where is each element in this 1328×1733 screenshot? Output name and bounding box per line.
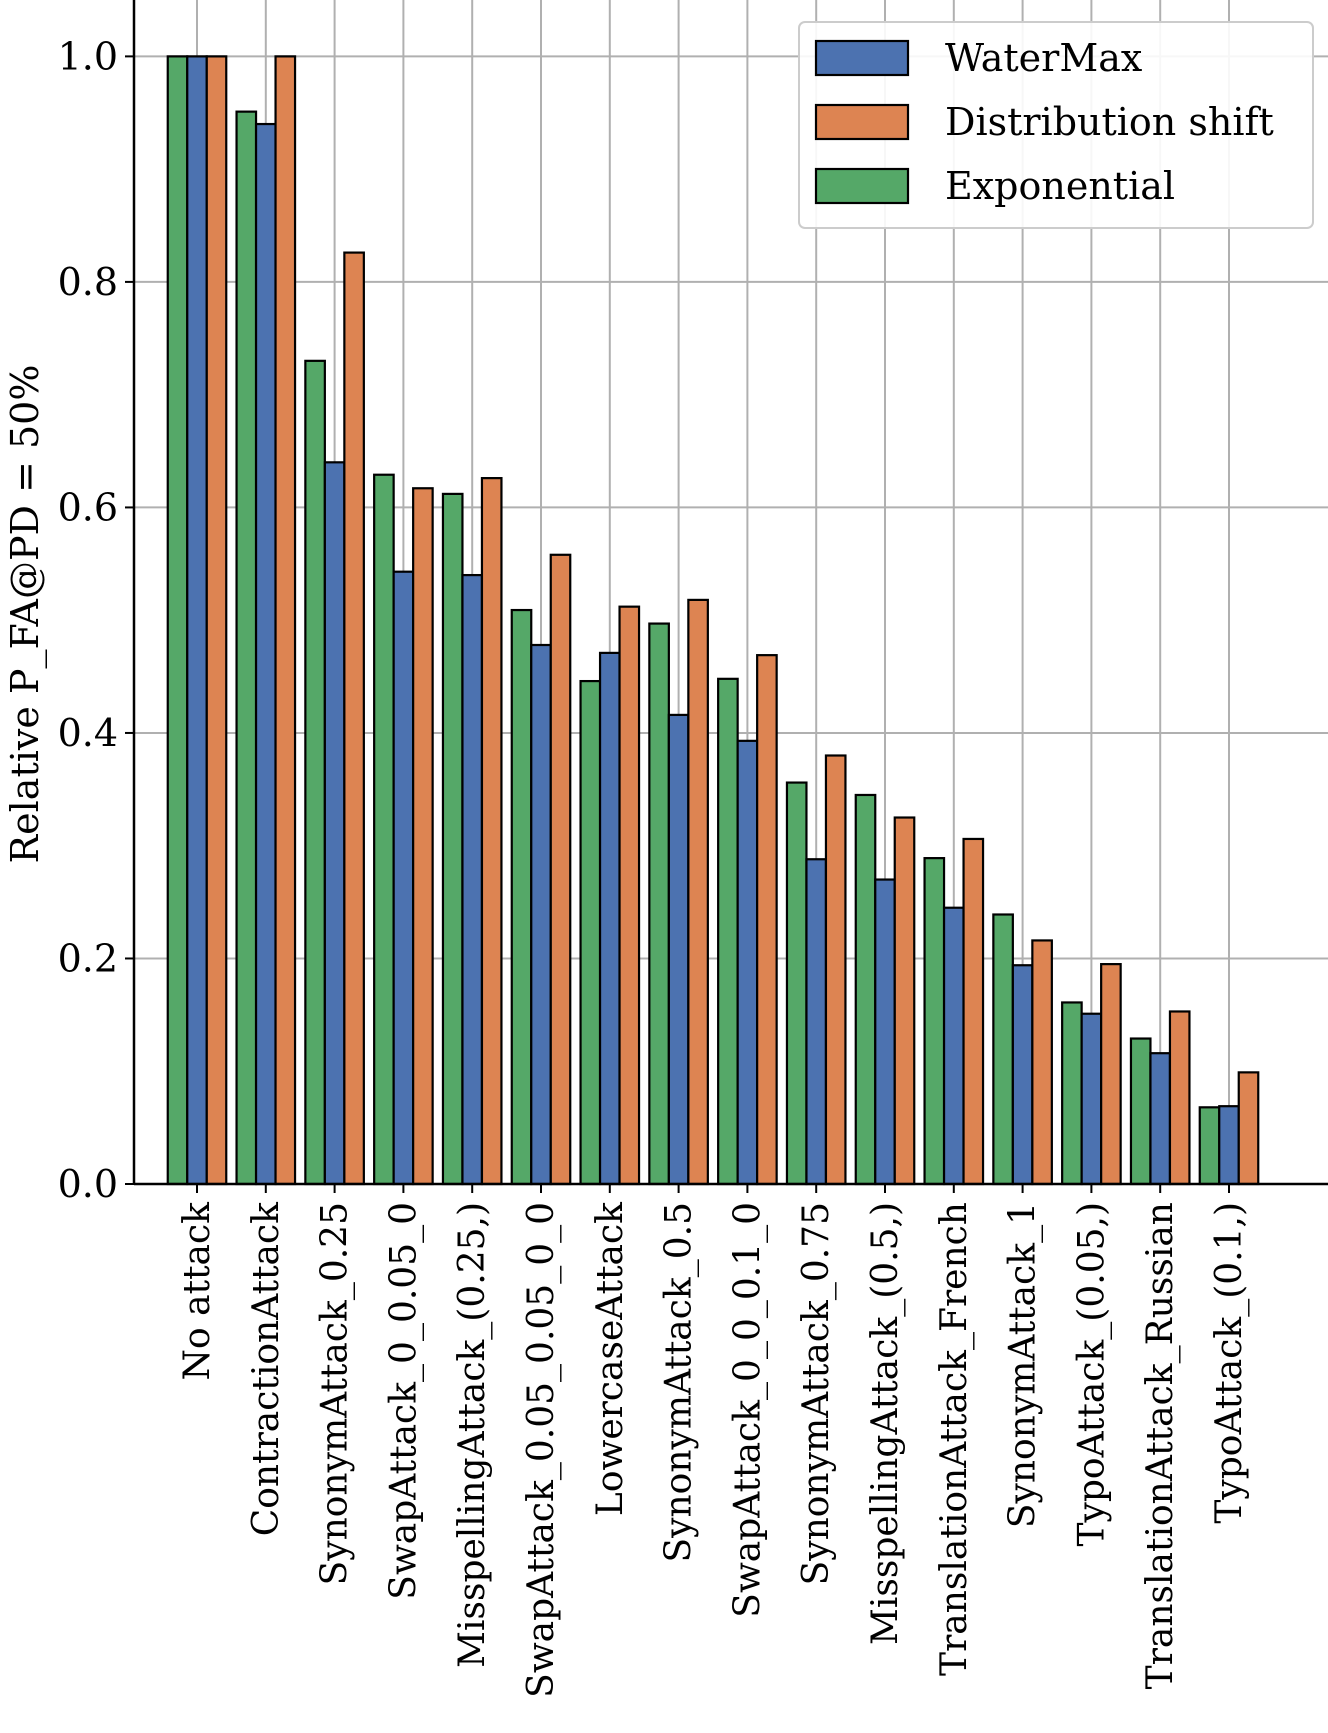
x-tick-label: MisspellingAttack_(0.5,) [865,1202,906,1645]
bar-distribution-shift [412,487,434,1186]
bar-distribution-shift [687,598,709,1186]
bar-exponential [579,679,602,1186]
bar-distribution-shift [343,251,365,1186]
legend-swatch [814,103,910,141]
bar-exponential [717,677,739,1186]
bar-watermax [323,461,346,1186]
bar-watermax [530,643,552,1186]
bar-distribution-shift [549,553,572,1186]
bar-watermax [254,122,277,1186]
x-tick-label: TranslationAttack_French [934,1202,975,1676]
bar-exponential [1198,1106,1221,1186]
bars [166,55,1260,1186]
bar-distribution-shift [205,55,228,1186]
y-tick-label: 0.2 [58,936,118,980]
x-tick-label: SynonymAttack_0.25 [315,1202,356,1585]
bar-watermax [1080,1012,1103,1186]
bar-exponential [648,622,670,1186]
bar-watermax [736,739,759,1186]
bar-distribution-shift [824,754,847,1186]
y-tick-label: 0.0 [58,1162,118,1206]
legend-swatch [814,39,910,77]
bar-exponential [785,781,808,1186]
x-tick-label: TranslationAttack_Russian [1140,1202,1181,1689]
bar-distribution-shift [1237,1071,1260,1186]
legend: WaterMax Distribution shift Exponential [798,21,1314,229]
bar-distribution-shift [756,654,778,1186]
x-tick-label: No attack [177,1201,218,1381]
bar-distribution-shift [618,605,641,1186]
bar-watermax [1149,1052,1172,1186]
x-tick-labels: No attack ContractionAttack SynonymAttack_… [177,1201,1250,1698]
bar-exponential [373,473,395,1186]
y-tick-label: 0.4 [58,711,118,755]
bar-watermax [805,858,828,1186]
legend-label: Distribution shift [945,100,1274,144]
bar-exponential [854,793,877,1186]
y-axis-label: Relative P_FA@PD = 50% [3,365,48,864]
x-tick-label: SynonymAttack_0.5 [659,1202,700,1563]
bar-watermax [1218,1105,1240,1186]
bar-distribution-shift [1168,1010,1191,1186]
bar-watermax [186,55,208,1186]
bar-distribution-shift [1100,963,1122,1186]
bar-exponential [166,55,189,1186]
bar-distribution-shift [1031,939,1053,1186]
x-tick-label: TypoAttack_(0.1,) [1209,1202,1250,1524]
bar-distribution-shift [274,55,297,1186]
bar-watermax [392,570,415,1186]
bar-exponential [992,913,1014,1186]
y-tick-label: 0.6 [58,485,118,529]
bar-distribution-shift [893,816,916,1186]
y-tick-label: 1.0 [58,34,118,78]
y-tick-labels: 0.0 0.2 0.4 0.6 0.8 1.0 [58,34,118,1206]
x-tick-label: SwapAttack_0_0.05_0 [383,1202,424,1600]
bar-distribution-shift [480,477,503,1186]
legend-box [798,21,1314,229]
legend-swatch [814,167,910,205]
axes [125,0,1328,1193]
legend-label: WaterMax [945,36,1142,80]
bar-exponential [923,857,946,1186]
x-tick-label: MisspellingAttack_(0.25,) [452,1202,493,1668]
bar-watermax [1011,964,1034,1186]
bar-exponential [1061,1001,1083,1186]
x-tick-label: LowercaseAttack [590,1201,631,1516]
bar-watermax [874,878,896,1186]
bar-watermax [461,573,484,1186]
bar-exponential [441,492,464,1186]
bar-watermax [942,906,965,1186]
bar-exponential [510,608,533,1186]
x-tick-label: TypoAttack_(0.05,) [1071,1202,1112,1547]
x-tick-label: SynonymAttack_0.75 [796,1202,837,1585]
x-tick-label: SwapAttack_0_0_0.1_0 [727,1202,768,1618]
x-tick-label: SynonymAttack_1 [1003,1202,1044,1528]
bar-watermax [598,651,621,1186]
x-tick-label: SwapAttack_0.05_0.05_0_0 [521,1202,562,1698]
bar-exponential [304,359,326,1186]
y-tick-label: 0.8 [58,260,118,304]
legend-label: Exponential [945,164,1175,208]
bar-exponential [235,110,258,1186]
bar-exponential [1129,1037,1152,1186]
x-tick-label: ContractionAttack [246,1201,287,1536]
bar-watermax [667,713,690,1186]
bar-distribution-shift [962,837,985,1186]
